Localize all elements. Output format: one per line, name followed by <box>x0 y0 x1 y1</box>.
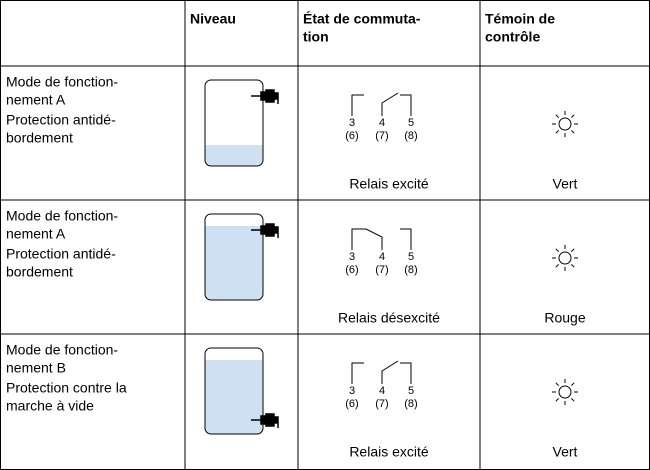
relay-contact <box>351 362 364 384</box>
terminal-number: (6) <box>345 264 358 276</box>
relay-contact <box>400 228 412 250</box>
terminal-number: (6) <box>345 130 358 142</box>
terminal-number: 5 <box>408 385 414 397</box>
tank-liquid <box>205 360 263 434</box>
sensor <box>251 413 279 428</box>
relay-state: Relais excité <box>349 176 429 192</box>
application-text: Protection antidé- <box>6 246 116 262</box>
terminal-number: (8) <box>404 264 417 276</box>
relay-state: Relais désexcité <box>338 310 440 326</box>
terminal-number: 4 <box>379 117 385 129</box>
lamp-icon <box>558 385 572 399</box>
terminal-number: (7) <box>375 130 388 142</box>
lamp-icon <box>558 251 572 265</box>
terminal-number: (8) <box>404 398 417 410</box>
application-text: marche à vide <box>6 398 94 414</box>
tank <box>204 347 264 435</box>
application-text: bordement <box>6 264 73 280</box>
header-indicator: Témoin de <box>485 11 555 27</box>
mode-text: Mode de fonction- <box>6 208 118 224</box>
lamp-icon <box>558 117 572 131</box>
terminal-number: 3 <box>349 385 355 397</box>
terminal-number: (8) <box>404 130 417 142</box>
relay-contact <box>351 94 364 116</box>
terminal-number: (6) <box>345 398 358 410</box>
relay-contact <box>381 360 412 384</box>
tank-liquid <box>205 145 263 166</box>
application-text: bordement <box>6 130 73 146</box>
relay-contact <box>351 228 383 250</box>
terminal-number: (7) <box>375 398 388 410</box>
terminal-number: 4 <box>379 385 385 397</box>
mode-text: nement A <box>6 226 66 242</box>
lamp-color: Rouge <box>544 310 585 326</box>
tank <box>204 213 264 301</box>
terminal-number: 3 <box>349 251 355 263</box>
lamp-rays <box>552 111 578 137</box>
terminal-number: (7) <box>375 264 388 276</box>
terminal-number: 4 <box>379 251 385 263</box>
header-indicator: contrôle <box>485 29 540 45</box>
terminal-number: 3 <box>349 117 355 129</box>
application-text: Protection contre la <box>6 380 127 396</box>
mode-text: nement B <box>6 360 66 376</box>
mode-text: nement A <box>6 92 66 108</box>
header-switching: État de commuta- <box>303 11 421 27</box>
tank-liquid <box>205 226 263 300</box>
terminal-number: 5 <box>408 117 414 129</box>
lamp-rays <box>552 379 578 405</box>
tank <box>204 79 264 167</box>
header-level: Niveau <box>190 11 236 27</box>
relay-contact <box>381 92 412 116</box>
lamp-color: Vert <box>553 176 578 192</box>
mode-text: Mode de fonction- <box>6 74 118 90</box>
lamp-color: Vert <box>553 444 578 460</box>
header-switching: tion <box>303 29 329 45</box>
terminal-number: 5 <box>408 251 414 263</box>
relay-state: Relais excité <box>349 444 429 460</box>
lamp-rays <box>552 245 578 271</box>
sensor <box>251 223 279 238</box>
application-text: Protection antidé- <box>6 112 116 128</box>
mode-text: Mode de fonction- <box>6 342 118 358</box>
sensor <box>251 89 279 104</box>
